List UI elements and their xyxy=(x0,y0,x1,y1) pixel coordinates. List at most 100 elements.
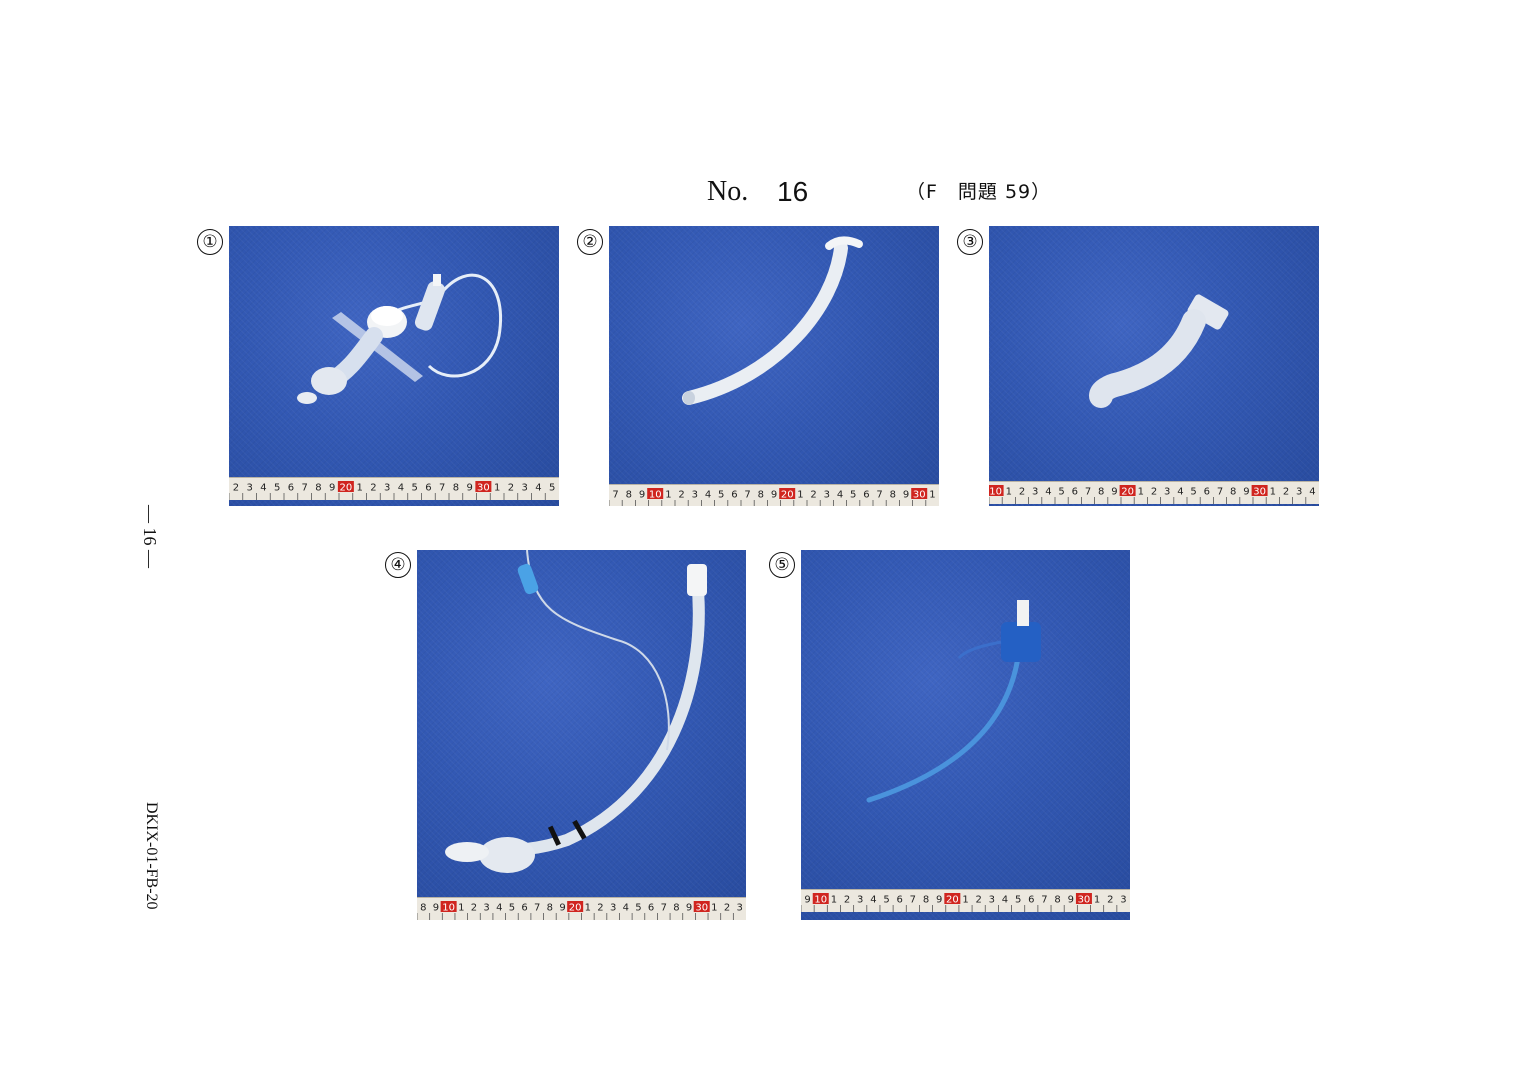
header-no-label: No. xyxy=(707,176,749,207)
ruler-tick-label: 30 xyxy=(695,903,708,914)
ruler-tick-label: 1 xyxy=(665,490,671,501)
ruler-tick-label: 8 xyxy=(923,895,929,906)
ruler-tick-label: 1 xyxy=(356,483,362,494)
ruler-tick-label: 30 xyxy=(1078,895,1091,906)
ruler-tick-label: 3 xyxy=(1120,895,1126,906)
ruler-tick-label: 9 xyxy=(936,895,942,906)
ruler-tick-label: 1 xyxy=(831,895,837,906)
ruler-tick-label: 3 xyxy=(384,483,390,494)
ruler-tick-label: 20 xyxy=(340,483,353,494)
ruler-ten-marker xyxy=(337,481,354,492)
ruler-ten-marker xyxy=(440,901,457,912)
ruler-ten-marker xyxy=(567,901,584,912)
ruler-tick-label: 1 xyxy=(585,903,591,914)
ruler-ten-marker xyxy=(911,488,928,499)
panel-5-ruler: 9 10 1 2 3 4 5 6 7 8 9 20 1 2 3 4 5 6 7 8 9 30 1 2 3 xyxy=(801,889,1130,912)
ruler-tick-label: 9 xyxy=(1243,487,1249,498)
ruler-tick-label: 7 xyxy=(1217,487,1223,498)
panel-4-label: ④ xyxy=(385,552,411,578)
ruler-tick-label: 20 xyxy=(781,490,794,501)
ruler-tick-label: 10 xyxy=(649,490,662,501)
doc-code-text: DKIX-01-FB-20 xyxy=(143,802,160,910)
ruler-tick-label: 2 xyxy=(597,903,603,914)
ruler-tick-label: 5 xyxy=(411,483,417,494)
ruler-tick-label: 1 xyxy=(494,483,500,494)
ruler-tick-label: 2 xyxy=(233,483,239,494)
ruler-tick-label: 5 xyxy=(1015,895,1021,906)
ruler-tick-label: 2 xyxy=(370,483,376,494)
ruler-tick-label: 3 xyxy=(989,895,995,906)
panel-3-label: ③ xyxy=(957,229,983,255)
ruler-tick-label: 8 xyxy=(1054,895,1060,906)
panel-5-photo: 9 10 1 2 3 4 5 6 7 8 9 20 1 2 3 4 5 6 7 8 9 30 1 2 3 xyxy=(801,550,1130,920)
ruler-tick-label: 7 xyxy=(1041,895,1047,906)
ruler-tick-label: 1 xyxy=(1138,487,1144,498)
ruler-tick-label: 6 xyxy=(1204,487,1210,498)
central-venous-catheter-image xyxy=(866,600,1041,803)
ruler-tick-label: 2 xyxy=(678,490,684,501)
ruler-tick-label: 5 xyxy=(850,490,856,501)
ruler-tick-label: 3 xyxy=(857,895,863,906)
ruler-tick-label: 9 xyxy=(466,483,472,494)
ruler-tick-label: 8 xyxy=(673,903,679,914)
ruler-tick-label: 8 xyxy=(890,490,896,501)
ruler-tick-label: 4 xyxy=(398,483,404,494)
panel-1-photo: 2 3 4 5 6 7 8 9 20 1 2 3 4 5 6 7 8 9 30 1 2 3 4 5 xyxy=(229,226,559,506)
ruler-tick-label: 6 xyxy=(425,483,431,494)
ruler-tick-label: 30 xyxy=(1253,487,1266,498)
side-doc-code: DKIX-01-FB-20 xyxy=(138,802,166,932)
ruler-tick-label: 30 xyxy=(477,483,490,494)
ruler-tick-label: 9 xyxy=(433,903,439,914)
panel-2-ruler-scale: 7 8 9 10 1 2 3 4 5 6 7 8 9 20 1 2 3 4 5 6 7 8 9 30 1 xyxy=(609,488,936,506)
header-number: 16 xyxy=(777,176,809,207)
ruler-tick-label: 4 xyxy=(1045,487,1051,498)
panel-4-photo: 8 9 10 1 2 3 4 5 6 7 8 9 20 1 2 3 4 5 6 7 8 9 30 1 2 3 xyxy=(417,550,746,920)
ruler-ten-marker xyxy=(647,488,664,499)
ruler-tick-label: 20 xyxy=(946,895,959,906)
ruler-tick-label: 4 xyxy=(1177,487,1183,498)
panel-5-label: ⑤ xyxy=(769,552,795,578)
ruler-tick-label: 10 xyxy=(814,895,827,906)
ruler-tick-label: 6 xyxy=(731,490,737,501)
ruler-tick-label: 6 xyxy=(1072,487,1078,498)
ruler-tick-label: 2 xyxy=(844,895,850,906)
ruler-tick-label: 3 xyxy=(246,483,252,494)
panel-2-ruler: 7 8 9 10 1 2 3 4 5 6 7 8 9 20 1 2 3 4 5 6 7 8 9 30 1 xyxy=(609,484,939,506)
ruler-tick-label: 7 xyxy=(744,490,750,501)
ruler-tick-label: 2 xyxy=(1019,487,1025,498)
ruler-ten-marker xyxy=(1251,485,1268,496)
side-page-marker: — 16 — xyxy=(138,505,166,585)
ruler-tick-label: 1 xyxy=(797,490,803,501)
ruler-tick-label: 10 xyxy=(989,487,1002,498)
ruler-tick-label: 6 xyxy=(648,903,654,914)
ruler-tick-label: 8 xyxy=(315,483,321,494)
ruler-tick-label: 3 xyxy=(1164,487,1170,498)
ruler-tick-label: 2 xyxy=(1151,487,1157,498)
ruler-tick-label: 1 xyxy=(1270,487,1276,498)
ruler-tick-label: 2 xyxy=(975,895,981,906)
ruler-tick-label: 3 xyxy=(824,490,830,501)
ruler-tick-label: 7 xyxy=(301,483,307,494)
ruler-tick-label: 3 xyxy=(483,903,489,914)
ruler-tick-label: 4 xyxy=(623,903,629,914)
ruler-tick-label: 2 xyxy=(1283,487,1289,498)
ruler-tick-label: 6 xyxy=(1028,895,1034,906)
ruler-tick-label: 3 xyxy=(610,903,616,914)
ruler-tick-label: 6 xyxy=(897,895,903,906)
endotracheal-tube-image xyxy=(445,550,707,873)
ruler-tick-label: 7 xyxy=(1085,487,1091,498)
ruler-tick-label: 1 xyxy=(962,895,968,906)
ruler-tick-label: 5 xyxy=(635,903,641,914)
ruler-tick-label: 4 xyxy=(260,483,266,494)
ruler-tick-label: 8 xyxy=(1098,487,1104,498)
ruler-tick-label: 2 xyxy=(1107,895,1113,906)
panel-5-ruler-scale: 9 10 1 2 3 4 5 6 7 8 9 20 1 2 3 4 5 6 7 8 9 30 1 2 3 xyxy=(801,893,1127,912)
ruler-tick-label: 5 xyxy=(274,483,280,494)
ruler-tick-label: 7 xyxy=(876,490,882,501)
ruler-tick-label: 5 xyxy=(883,895,889,906)
oropharyngeal-airway-image xyxy=(1089,294,1229,408)
ruler-ten-marker xyxy=(989,485,1004,496)
ruler-tick-label: 5 xyxy=(718,490,724,501)
ruler-tick-label: 7 xyxy=(661,903,667,914)
ruler-tick-label: 7 xyxy=(439,483,445,494)
